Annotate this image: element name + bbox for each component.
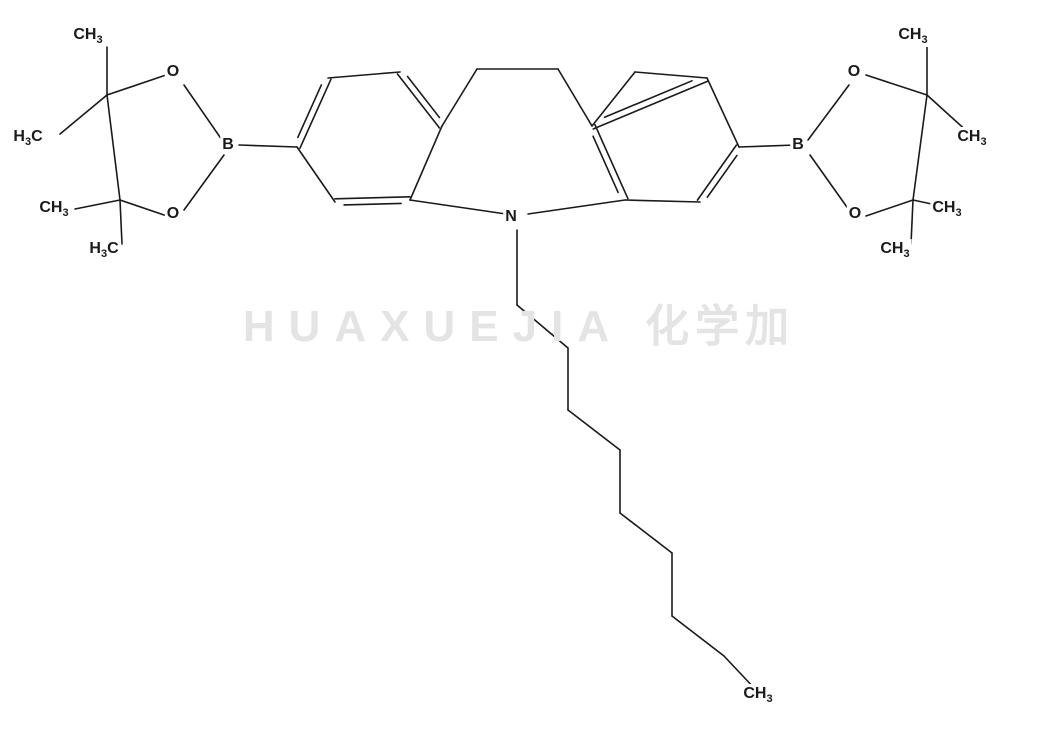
svg-text:B: B (222, 136, 234, 153)
svg-text:O: O (849, 205, 861, 222)
svg-text:N: N (505, 208, 517, 225)
svg-text:O: O (848, 63, 860, 80)
svg-text:O: O (167, 63, 179, 80)
svg-text:O: O (167, 205, 179, 222)
molecule-diagram: CH3H3CCH3H3COOBCH3CH3CH3CH3OOBNCH3 (0, 0, 1038, 740)
svg-text:B: B (792, 136, 804, 153)
